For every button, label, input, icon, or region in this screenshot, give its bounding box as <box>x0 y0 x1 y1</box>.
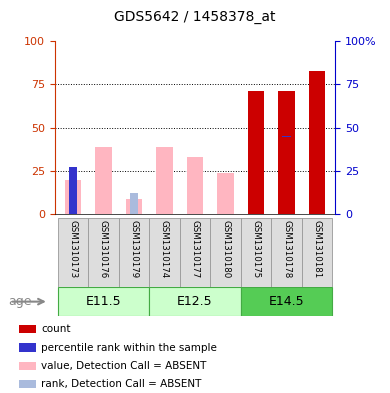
Text: GSM1310181: GSM1310181 <box>313 220 322 278</box>
Bar <box>186 157 204 214</box>
Bar <box>64 180 81 214</box>
Bar <box>309 71 326 214</box>
Text: GSM1310173: GSM1310173 <box>68 220 77 278</box>
Text: E11.5: E11.5 <box>86 295 121 308</box>
Bar <box>241 287 332 316</box>
Bar <box>69 167 77 214</box>
Text: GSM1310175: GSM1310175 <box>252 220 261 278</box>
Bar <box>241 218 271 287</box>
Bar <box>210 218 241 287</box>
Bar <box>278 92 295 214</box>
Text: GDS5642 / 1458378_at: GDS5642 / 1458378_at <box>114 10 276 24</box>
Bar <box>19 325 36 334</box>
Bar <box>58 287 149 316</box>
Bar <box>95 147 112 214</box>
Text: E12.5: E12.5 <box>177 295 213 308</box>
Bar <box>248 92 264 214</box>
Text: percentile rank within the sample: percentile rank within the sample <box>41 343 217 353</box>
Text: GSM1310176: GSM1310176 <box>99 220 108 278</box>
Bar <box>130 193 138 214</box>
Text: GSM1310177: GSM1310177 <box>190 220 200 278</box>
Text: value, Detection Call = ABSENT: value, Detection Call = ABSENT <box>41 361 207 371</box>
Bar <box>271 218 302 287</box>
Bar <box>19 362 36 370</box>
Text: GSM1310179: GSM1310179 <box>129 220 138 278</box>
Text: GSM1310174: GSM1310174 <box>160 220 169 278</box>
Bar <box>149 287 241 316</box>
Bar <box>19 380 36 388</box>
Text: GSM1310180: GSM1310180 <box>221 220 230 278</box>
Bar <box>149 218 180 287</box>
Bar <box>119 218 149 287</box>
Bar <box>88 218 119 287</box>
Bar <box>19 343 36 352</box>
Bar <box>58 218 88 287</box>
Bar <box>126 198 142 214</box>
Text: rank, Detection Call = ABSENT: rank, Detection Call = ABSENT <box>41 379 202 389</box>
Bar <box>302 218 332 287</box>
Text: count: count <box>41 324 71 334</box>
Bar <box>156 147 173 214</box>
Text: age: age <box>8 295 31 308</box>
Text: E14.5: E14.5 <box>269 295 304 308</box>
Bar <box>217 173 234 214</box>
Bar <box>180 218 210 287</box>
Text: GSM1310178: GSM1310178 <box>282 220 291 278</box>
